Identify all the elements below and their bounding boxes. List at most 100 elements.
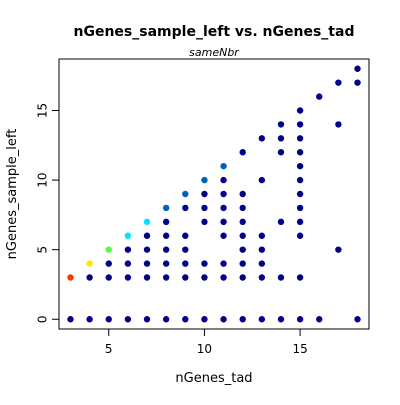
data-point: [220, 218, 227, 226]
data-point: [316, 93, 323, 100]
data-point: [220, 232, 227, 239]
x-tick-label: 5: [105, 342, 113, 356]
data-point: [182, 274, 189, 281]
data-point: [277, 135, 285, 142]
data-point: [86, 316, 93, 323]
chart-title: nGenes_sample_left vs. nGenes_tad: [74, 24, 355, 40]
data-point: [277, 121, 285, 128]
data-point: [143, 260, 151, 267]
data-point: [220, 190, 227, 198]
data-point: [86, 260, 93, 267]
data-point: [162, 260, 170, 267]
points-layer: [67, 65, 361, 323]
data-point: [296, 232, 304, 239]
data-point: [201, 190, 208, 198]
data-point: [201, 218, 208, 226]
data-point: [124, 260, 132, 267]
data-point: [239, 218, 246, 226]
y-tick-label: 15: [36, 103, 50, 118]
data-point: [277, 218, 285, 226]
data-point: [335, 121, 342, 128]
data-point: [162, 274, 170, 281]
data-point: [105, 274, 112, 281]
data-point: [277, 274, 285, 281]
data-point: [124, 232, 132, 239]
data-point: [182, 246, 189, 253]
data-point: [124, 274, 132, 281]
data-point: [296, 204, 304, 212]
data-point: [296, 135, 304, 142]
data-point: [258, 246, 266, 253]
y-tick-label: 5: [36, 246, 50, 254]
data-point: [86, 274, 93, 281]
x-axis-label: nGenes_tad: [175, 371, 252, 386]
y-axis-label: nGenes_sample_left: [5, 129, 20, 260]
data-point: [220, 316, 227, 323]
data-point: [201, 316, 208, 323]
data-point: [296, 190, 304, 198]
y-tick-label: 10: [36, 172, 50, 187]
data-point: [354, 316, 361, 323]
data-point: [239, 190, 246, 198]
chart-subtitle: sameNbr: [189, 46, 240, 59]
data-point: [220, 260, 227, 267]
data-point: [105, 246, 112, 253]
data-point: [277, 149, 285, 156]
data-point: [258, 135, 266, 142]
data-point: [354, 79, 361, 86]
data-point: [296, 149, 304, 156]
data-point: [162, 316, 170, 323]
data-point: [296, 274, 304, 281]
data-point: [143, 316, 151, 323]
data-point: [335, 246, 342, 253]
data-point: [239, 274, 246, 281]
data-point: [239, 246, 246, 253]
data-point: [277, 316, 285, 323]
x-tick-label: 15: [292, 342, 307, 356]
data-point: [296, 121, 304, 128]
data-point: [162, 232, 170, 239]
data-point: [354, 65, 361, 72]
data-point: [143, 274, 151, 281]
data-point: [143, 232, 151, 239]
data-point: [258, 232, 266, 239]
plot-frame: [58, 58, 370, 330]
data-point: [143, 218, 151, 226]
data-point: [105, 316, 112, 323]
x-tick-label: 10: [197, 342, 212, 356]
data-point: [182, 204, 189, 212]
data-point: [182, 232, 189, 239]
data-point: [67, 316, 74, 323]
data-point: [162, 246, 170, 253]
data-point: [296, 316, 304, 323]
data-point: [105, 260, 112, 267]
data-point: [124, 246, 132, 253]
data-point: [258, 274, 266, 281]
data-point: [296, 162, 304, 170]
x-axis: 5 10 15: [105, 329, 308, 356]
data-point: [201, 274, 208, 281]
data-point: [258, 316, 266, 323]
data-point: [296, 107, 304, 114]
data-point: [220, 176, 227, 184]
data-point: [239, 204, 246, 212]
data-point: [220, 204, 227, 212]
data-point: [201, 204, 208, 212]
data-point: [124, 316, 132, 323]
data-point: [239, 149, 246, 156]
data-point: [201, 260, 208, 267]
data-point: [258, 176, 266, 184]
data-point: [162, 204, 170, 212]
data-point: [182, 190, 189, 198]
data-point: [239, 232, 246, 239]
data-point: [296, 176, 304, 184]
data-point: [296, 218, 304, 226]
data-point: [335, 79, 342, 86]
y-axis: 0 5 10 15: [36, 103, 59, 323]
data-point: [316, 316, 323, 323]
data-point: [239, 260, 246, 267]
data-point: [67, 274, 74, 281]
data-point: [220, 162, 227, 170]
